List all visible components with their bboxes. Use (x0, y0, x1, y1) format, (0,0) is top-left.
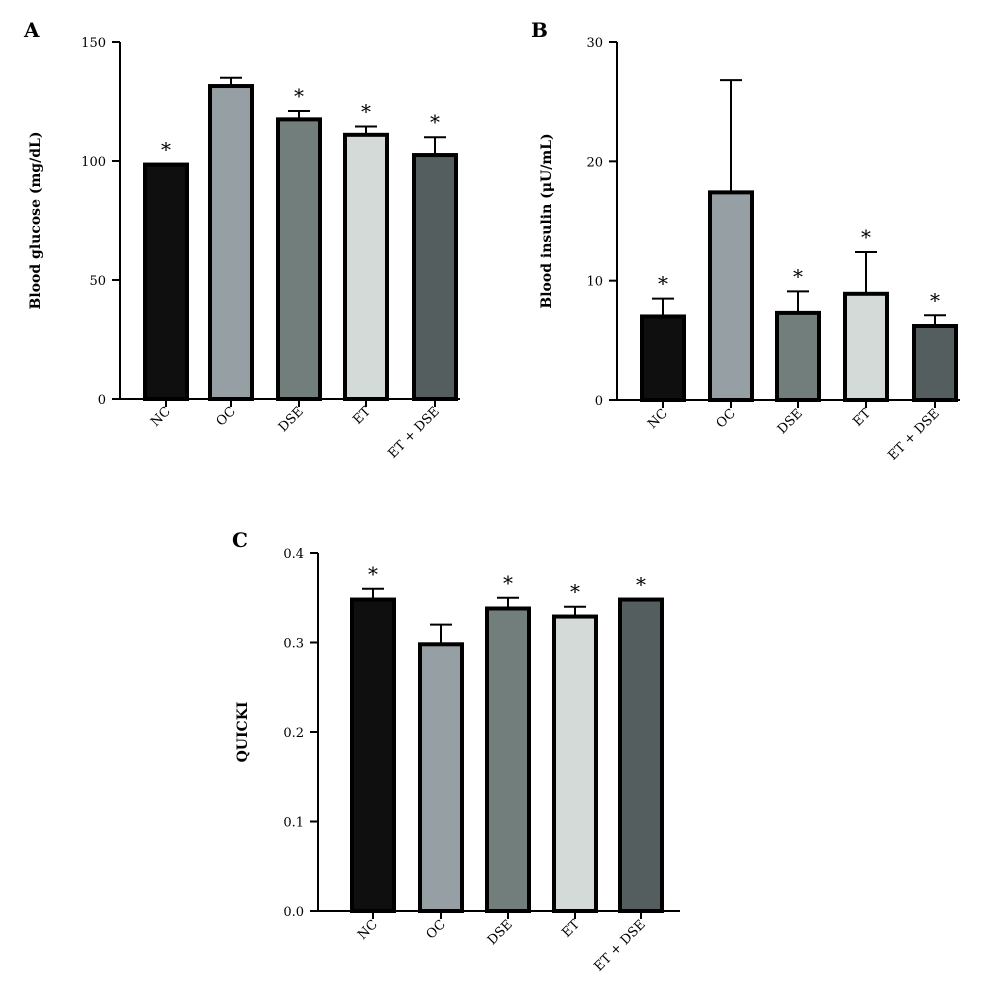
y-tick-label: 0.1 (283, 816, 304, 831)
x-tick-label: ET + DSE (385, 404, 442, 461)
significance-star: * (368, 562, 378, 586)
significance-star: * (294, 84, 304, 108)
y-tick-label: 30 (586, 36, 603, 51)
y-axis-title: QUICKI (235, 702, 251, 763)
bar-et (343, 132, 389, 401)
bar-oc (708, 190, 754, 402)
x-tick-label: ET (850, 406, 874, 430)
bar-oc (208, 84, 254, 401)
bar-et (843, 291, 889, 402)
significance-star: * (658, 272, 668, 296)
significance-star: * (161, 138, 171, 162)
significance-star: * (636, 573, 646, 597)
y-tick-label: 0.4 (283, 547, 304, 562)
y-tick-label: 0 (98, 393, 106, 408)
x-tick-label: NC (645, 406, 671, 432)
significance-star: * (503, 571, 513, 595)
x-tick-label: DSE (276, 404, 307, 435)
bar-et-dse (618, 597, 664, 913)
x-tick-label: OC (214, 404, 239, 429)
y-tick-label: 0 (595, 394, 603, 409)
x-tick-label: ET + DSE (591, 917, 648, 974)
bar-et (552, 614, 598, 913)
bar-nc (350, 597, 396, 913)
significance-star: * (861, 225, 871, 249)
x-tick-label: OC (424, 917, 449, 942)
y-tick-label: 0.2 (283, 726, 304, 741)
y-tick-label: 20 (586, 155, 603, 170)
y-tick-label: 0.3 (283, 637, 304, 652)
bar-nc (143, 162, 189, 401)
significance-star: * (930, 288, 940, 312)
y-tick-label: 150 (81, 36, 106, 51)
bar-dse (485, 606, 531, 913)
bar-et-dse (412, 153, 458, 401)
y-axis-title: Blood glucose (mg/dL) (28, 132, 44, 310)
panel-letter-b: B (531, 18, 548, 42)
y-tick-label: 10 (586, 275, 603, 290)
x-tick-label: DSE (775, 406, 806, 437)
x-tick-label: OC (714, 406, 739, 431)
bar-dse (276, 117, 322, 401)
panel-letter-c: C (232, 528, 248, 552)
significance-star: * (793, 264, 803, 288)
significance-star: * (430, 110, 440, 134)
panel-letter-a: A (23, 18, 40, 42)
y-tick-label: 50 (89, 274, 106, 289)
panel-c-chart: C 0.0 0.1 0.2 0.3 0.4 QUICKI * NC OC * DSE * ET * ET +… (232, 528, 680, 975)
y-tick-label: 100 (81, 155, 106, 170)
x-tick-label: ET + DSE (885, 406, 942, 463)
y-axis-title: Blood insulin (μU/mL) (539, 133, 555, 308)
bar-et-dse (912, 324, 958, 402)
x-tick-label: ET (350, 404, 374, 428)
y-tick-label: 0.0 (283, 905, 304, 920)
panel-b-chart: B 0 10 20 30 Blood insulin (μU/mL) * NC OC * DSE *… (531, 18, 960, 464)
x-tick-label: DSE (485, 917, 516, 948)
bar-dse (775, 310, 821, 402)
panel-a-chart: A 0 50 100 150 Blood glucose (mg/dL) * NC OC * DS… (23, 18, 460, 462)
bar-nc (640, 314, 686, 403)
x-tick-label: NC (148, 404, 174, 430)
x-tick-label: NC (355, 917, 381, 943)
significance-star: * (361, 99, 371, 123)
significance-star: * (570, 580, 580, 604)
bar-oc (418, 642, 464, 913)
x-tick-label: ET (559, 917, 583, 941)
